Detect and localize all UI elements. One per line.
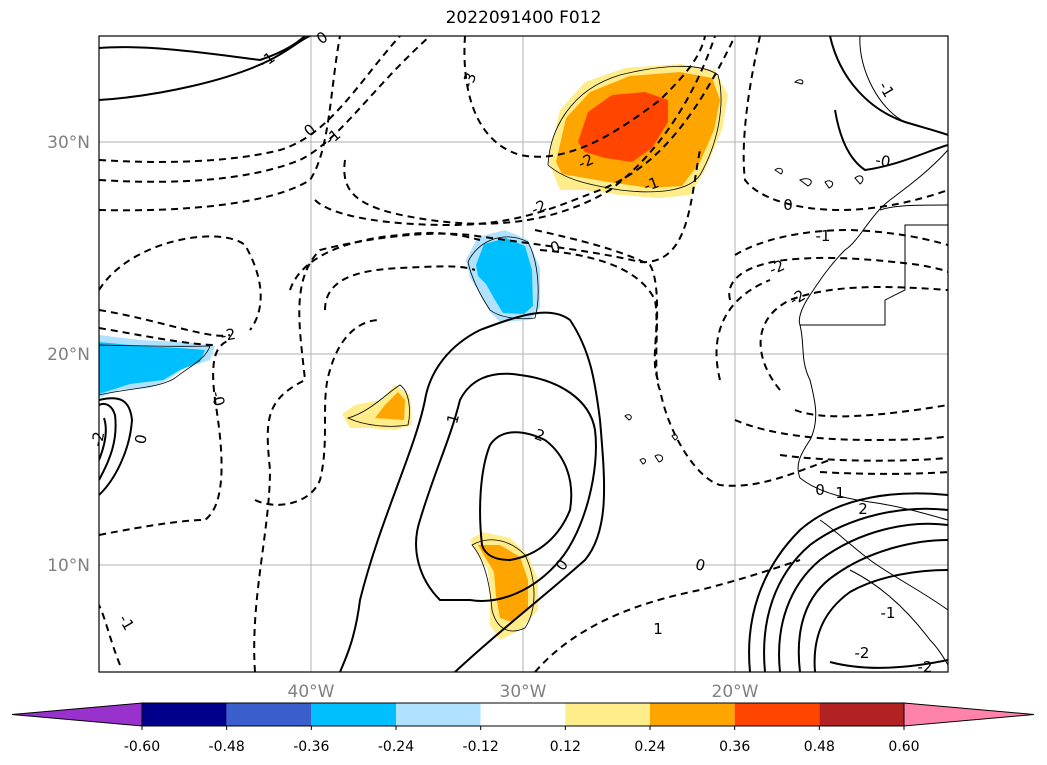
contour-label: 2 xyxy=(858,500,868,518)
colorbar-segment xyxy=(565,703,650,726)
lon-label-30w: 30°W xyxy=(500,682,547,702)
anomaly-positive-small xyxy=(375,392,405,420)
lon-label-20w: 20°W xyxy=(712,682,759,702)
contour-label: -2 xyxy=(219,325,237,345)
anomaly-negative-west xyxy=(99,342,205,394)
colorbar-tick-label: -0.36 xyxy=(293,739,329,755)
anomaly-positive-south xyxy=(478,545,528,622)
colorbar-tick-label: 0.24 xyxy=(634,739,665,755)
contour-label: -2 xyxy=(575,150,596,173)
map-frame xyxy=(98,35,949,673)
anomaly-negative-center xyxy=(476,238,533,314)
colorbar-segment xyxy=(311,703,396,726)
contour-label: 0 xyxy=(693,555,707,575)
positive-contours xyxy=(99,36,948,672)
colorbar-segment xyxy=(142,703,227,726)
contour-label: -1 xyxy=(816,227,831,245)
colorbar-segment xyxy=(396,703,481,726)
colorbar-segments xyxy=(11,702,1035,727)
lat-label-20n: 20°N xyxy=(47,345,90,365)
anomaly-outlines xyxy=(99,65,722,632)
coastlines xyxy=(624,36,948,666)
lat-label-30n: 30°N xyxy=(47,133,90,153)
map-title: 2022091400 F012 xyxy=(445,8,602,28)
contour-label: 1 xyxy=(443,412,463,426)
colorbar-labels: -0.60 -0.48 -0.36 -0.24 -0.12 0.12 0.24 0.36 0.4… xyxy=(124,739,920,755)
lon-label-40w: 40°W xyxy=(288,682,335,702)
contour-label: -2 xyxy=(855,644,870,662)
colorbar-tick-label: -0.12 xyxy=(463,739,499,755)
contour-label: -0 xyxy=(874,151,892,171)
colorbar-tick-label: 0.12 xyxy=(550,739,581,755)
contour-label: -0 xyxy=(207,389,228,408)
contour-label: 0 xyxy=(300,120,319,140)
colorbar-tick-label: 0.60 xyxy=(888,739,919,755)
contour-label: -2 xyxy=(918,658,933,676)
colorbar-segment xyxy=(480,703,566,726)
contour-label: 2 xyxy=(532,425,547,445)
contour-label: -2 xyxy=(766,256,787,279)
colorbar-segment xyxy=(650,703,735,726)
contour-label: -1 xyxy=(641,173,661,195)
colorbar-tick-label: -0.60 xyxy=(124,739,160,755)
contour-label: 1 xyxy=(653,620,663,638)
anomaly-shading xyxy=(99,64,728,640)
contour-label: -1 xyxy=(115,612,138,634)
colorbar-segment xyxy=(734,703,820,726)
contour-label: 1 xyxy=(835,484,845,502)
colorbar-tick-label: -0.48 xyxy=(209,739,245,755)
colorbar-tick-label: 0.48 xyxy=(804,739,835,755)
latitude-labels: 30°N 20°N 10°N xyxy=(47,133,90,576)
colorbar-tick-label: 0.36 xyxy=(719,739,750,755)
contour-label: -3 xyxy=(458,70,480,90)
contour-label: 0 xyxy=(815,481,825,499)
colorbar-extend-low xyxy=(11,702,143,727)
colorbar-extend-high xyxy=(903,702,1035,727)
contour-label: 0 xyxy=(131,433,150,446)
colorbar-segment xyxy=(226,703,312,726)
contour-label: 0 xyxy=(783,196,793,214)
colorbar-ticks xyxy=(141,726,905,730)
contour-label: -2 xyxy=(528,196,549,219)
contour-label: 0 xyxy=(313,28,331,48)
longitude-labels: 40°W 30°W 20°W xyxy=(288,682,759,702)
contour-label: -2 xyxy=(787,286,809,309)
contour-label: -1 xyxy=(256,48,279,71)
contour-label: -2 xyxy=(88,430,108,448)
colorbar-outline xyxy=(141,702,905,727)
contour-label: -1 xyxy=(881,604,896,622)
colorbar-tick-label: -0.24 xyxy=(378,739,414,755)
contour-labels: -1 0 -1 -3 0 -1 -2 -2 -2 -1 0 0 -1 -2 -2… xyxy=(88,28,933,676)
colorbar: -0.60 -0.48 -0.36 -0.24 -0.12 0.12 0.24 0.36 0.4… xyxy=(11,702,1035,755)
negative-contours xyxy=(99,36,948,672)
colorbar-segment xyxy=(819,703,904,726)
lat-label-10n: 10°N xyxy=(47,556,90,576)
